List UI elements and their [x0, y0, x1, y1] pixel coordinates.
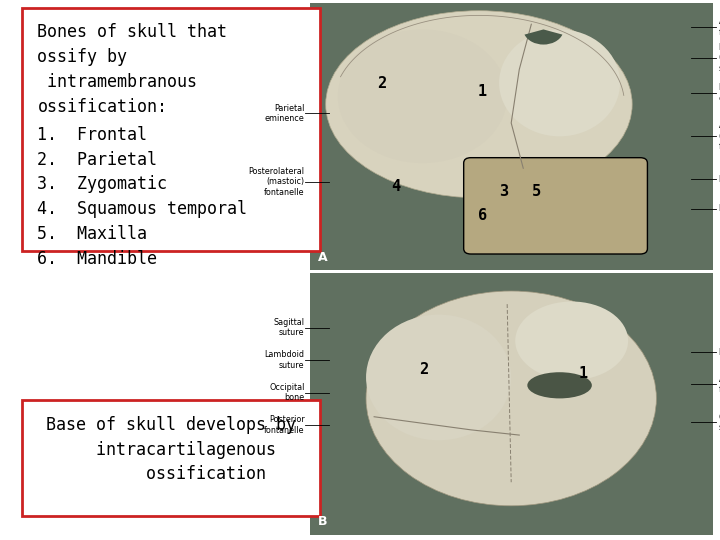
Text: 5: 5: [532, 184, 541, 199]
Text: Coronal
suture: Coronal suture: [719, 413, 720, 432]
Ellipse shape: [527, 372, 592, 399]
Text: Frontal
eminence: Frontal eminence: [719, 83, 720, 103]
Text: 4: 4: [392, 179, 400, 194]
Text: Anterior
fontanelle: Anterior fontanelle: [719, 17, 720, 37]
FancyBboxPatch shape: [310, 273, 713, 535]
Text: intracartilagenous: intracartilagenous: [66, 441, 276, 458]
Text: Frontal bone: Frontal bone: [719, 348, 720, 356]
Text: Anterolateral
(sphenoid)
fontanelle: Anterolateral (sphenoid) fontanelle: [719, 121, 720, 151]
Text: Anterior
fontanelle: Anterior fontanelle: [719, 375, 720, 394]
Text: 1: 1: [579, 366, 588, 381]
Text: Posterolateral
(mastoic)
fontanelle: Posterolateral (mastoic) fontanelle: [248, 167, 305, 197]
Text: Posterior
fontanelle: Posterior fontanelle: [264, 415, 305, 435]
Text: A: A: [318, 251, 328, 264]
Text: 6: 6: [478, 208, 487, 224]
Ellipse shape: [516, 301, 628, 380]
Text: Occipital
bone: Occipital bone: [269, 383, 305, 402]
Ellipse shape: [366, 315, 511, 440]
Text: 1: 1: [478, 84, 487, 99]
FancyBboxPatch shape: [22, 8, 320, 251]
Text: 5.  Maxilla: 5. Maxilla: [37, 225, 148, 243]
Text: 6.  Mandible: 6. Mandible: [37, 250, 158, 268]
FancyBboxPatch shape: [22, 400, 320, 516]
Text: intramembranous: intramembranous: [37, 73, 197, 91]
Text: Base of skull develops by: Base of skull develops by: [46, 416, 296, 434]
Text: Maxilla: Maxilla: [719, 175, 720, 184]
Text: Fronto
(metopic)
suture: Fronto (metopic) suture: [719, 43, 720, 73]
Ellipse shape: [325, 11, 632, 198]
Text: 3.  Zygomatic: 3. Zygomatic: [37, 176, 168, 193]
Text: 2: 2: [377, 76, 386, 91]
Text: 3: 3: [500, 184, 508, 199]
Text: 1.  Frontal: 1. Frontal: [37, 126, 148, 144]
FancyBboxPatch shape: [310, 3, 713, 270]
Text: Lambdoid
suture: Lambdoid suture: [264, 350, 305, 370]
Text: Parietal
eminence: Parietal eminence: [265, 104, 305, 123]
Text: ossify by: ossify by: [37, 48, 127, 66]
Text: 2: 2: [419, 362, 428, 377]
Wedge shape: [524, 29, 562, 45]
Text: ossification: ossification: [76, 465, 266, 483]
Text: 4.  Squamous temporal: 4. Squamous temporal: [37, 200, 248, 218]
Text: 2.  Parietal: 2. Parietal: [37, 151, 158, 168]
Text: Sagittal
suture: Sagittal suture: [274, 318, 305, 338]
Text: B: B: [318, 515, 328, 528]
Text: Mandible: Mandible: [719, 205, 720, 213]
FancyBboxPatch shape: [464, 158, 647, 254]
Ellipse shape: [338, 29, 507, 163]
Text: Bones of skull that: Bones of skull that: [37, 23, 228, 41]
Text: ossification:: ossification:: [37, 98, 168, 116]
Ellipse shape: [499, 29, 620, 136]
Ellipse shape: [366, 291, 657, 506]
